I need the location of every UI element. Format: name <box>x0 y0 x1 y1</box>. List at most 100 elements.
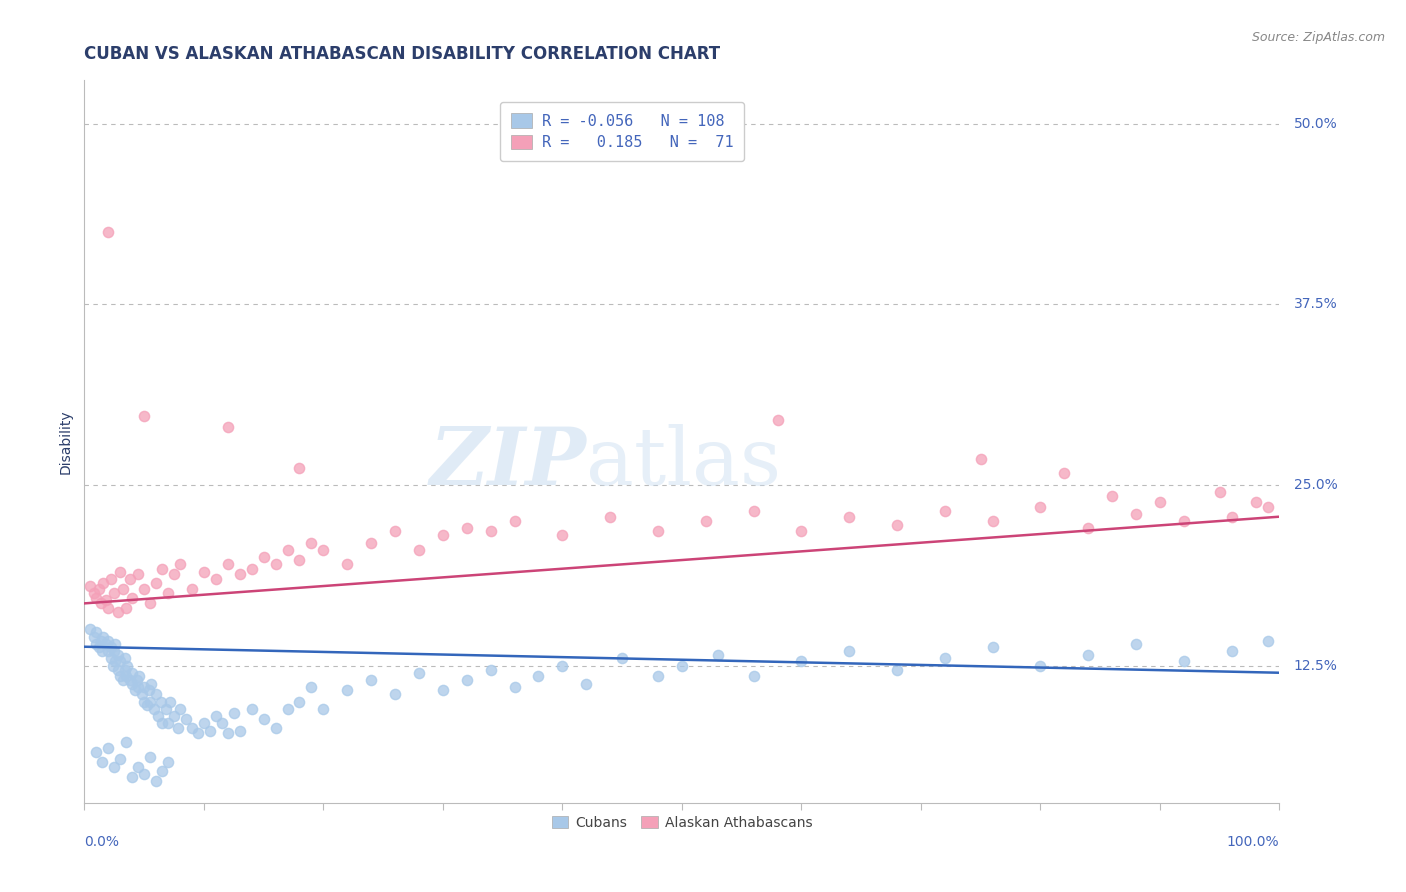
Point <box>128 668 150 682</box>
Point <box>127 760 149 774</box>
Point <box>111 673 134 687</box>
Point <box>90 596 112 610</box>
Point <box>934 651 956 665</box>
Point <box>288 553 311 567</box>
Point <box>155 702 177 716</box>
Point <box>110 668 132 682</box>
Point <box>288 695 311 709</box>
Point <box>83 586 105 600</box>
Point <box>432 528 454 542</box>
Point <box>181 721 204 735</box>
Point <box>240 562 263 576</box>
Point <box>1077 521 1099 535</box>
Point <box>132 680 156 694</box>
Point <box>94 637 117 651</box>
Point <box>149 695 172 709</box>
Point <box>91 756 114 770</box>
Point <box>169 702 191 716</box>
Point <box>790 524 813 538</box>
Text: 50.0%: 50.0% <box>1294 117 1337 130</box>
Point <box>131 687 153 701</box>
Point <box>103 760 125 774</box>
Point <box>157 756 180 770</box>
Point <box>97 634 120 648</box>
Point <box>264 721 287 735</box>
Point <box>301 535 323 549</box>
Point <box>114 663 136 677</box>
Point <box>198 723 221 738</box>
Point <box>981 514 1004 528</box>
Point <box>97 225 120 239</box>
Point <box>217 420 239 434</box>
Text: atlas: atlas <box>586 425 782 502</box>
Point <box>1209 485 1232 500</box>
Point <box>970 451 993 466</box>
Point <box>150 764 173 778</box>
Point <box>166 721 188 735</box>
Point <box>139 695 162 709</box>
Point <box>193 565 215 579</box>
Point <box>742 504 765 518</box>
Point <box>139 596 162 610</box>
Point <box>408 665 430 680</box>
Point <box>79 579 101 593</box>
Point <box>766 413 789 427</box>
Point <box>695 514 717 528</box>
Point <box>107 648 129 663</box>
Point <box>79 623 101 637</box>
Point <box>110 752 132 766</box>
Point <box>647 524 669 538</box>
Point <box>121 677 143 691</box>
Point <box>169 558 191 572</box>
Point <box>118 673 141 687</box>
Point <box>217 558 239 572</box>
Point <box>163 567 186 582</box>
Point <box>1029 658 1052 673</box>
Point <box>157 586 180 600</box>
Point <box>211 716 233 731</box>
Point <box>94 593 117 607</box>
Point <box>107 605 129 619</box>
Point <box>336 683 359 698</box>
Point <box>101 658 124 673</box>
Point <box>141 677 163 691</box>
Point <box>886 518 908 533</box>
Point <box>135 698 157 712</box>
Point <box>86 745 108 759</box>
Point <box>647 668 669 682</box>
Point <box>145 774 167 789</box>
Point <box>671 658 693 673</box>
Point <box>479 663 502 677</box>
Point <box>115 668 138 682</box>
Point <box>1029 500 1052 514</box>
Point <box>100 572 122 586</box>
Point <box>93 576 115 591</box>
Text: ZIP: ZIP <box>429 425 586 502</box>
Point <box>145 687 167 701</box>
Y-axis label: Disability: Disability <box>59 409 73 474</box>
Point <box>551 528 574 542</box>
Point <box>503 514 526 528</box>
Point <box>707 648 730 663</box>
Point <box>599 509 621 524</box>
Point <box>193 716 215 731</box>
Point <box>277 702 299 716</box>
Point <box>1173 654 1195 668</box>
Point <box>86 625 108 640</box>
Point <box>360 535 382 549</box>
Point <box>104 637 127 651</box>
Point <box>312 702 335 716</box>
Point <box>205 572 228 586</box>
Point <box>145 576 167 591</box>
Point <box>527 668 550 682</box>
Point <box>229 723 252 738</box>
Text: 25.0%: 25.0% <box>1294 478 1337 491</box>
Point <box>1257 634 1279 648</box>
Point <box>503 680 526 694</box>
Point <box>181 582 204 596</box>
Point <box>288 460 311 475</box>
Point <box>253 550 276 565</box>
Point <box>115 600 138 615</box>
Point <box>384 524 406 538</box>
Point <box>612 651 634 665</box>
